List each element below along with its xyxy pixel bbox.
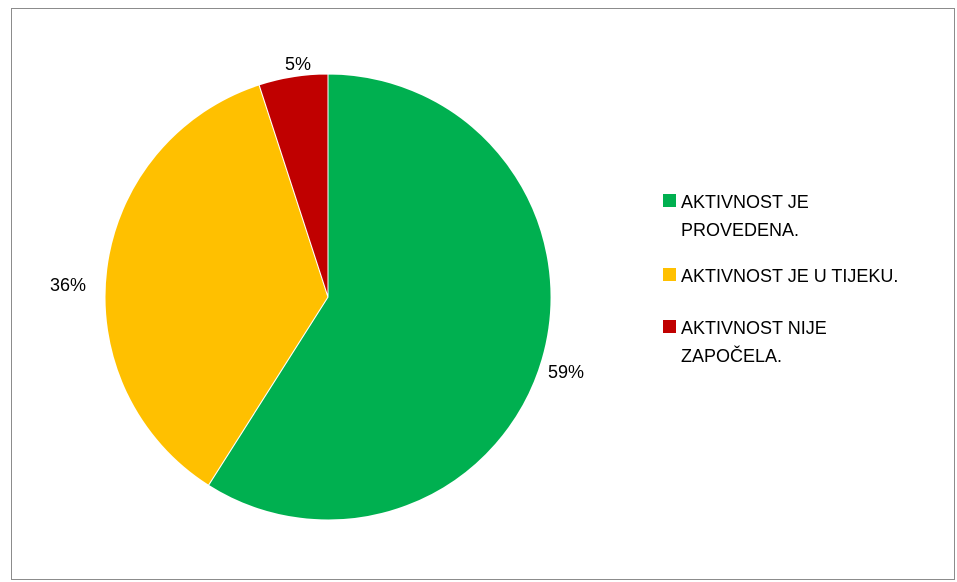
data-label-1: 36% xyxy=(50,275,86,295)
legend-label-nije-zapocela: AKTIVNOST NIJE ZAPOČELA. xyxy=(681,318,827,366)
legend-item-provedena: AKTIVNOST JE PROVEDENA. xyxy=(663,188,953,244)
legend-swatch-provedena xyxy=(663,194,676,207)
data-label-2: 5% xyxy=(285,54,311,74)
pie-slice-1 xyxy=(104,84,329,486)
legend-item-u-tijeku: AKTIVNOST JE U TIJEKU. xyxy=(663,262,953,290)
data-label-0: 59% xyxy=(548,362,584,382)
pie-slice-0 xyxy=(207,73,552,521)
pie-slice-2 xyxy=(258,73,329,298)
legend-label-u-tijeku: AKTIVNOST JE U TIJEKU. xyxy=(681,266,899,286)
legend-item-nije-zapocela: AKTIVNOST NIJE ZAPOČELA. xyxy=(663,314,953,370)
legend-swatch-u-tijeku xyxy=(663,268,676,281)
legend-swatch-nije-zapocela xyxy=(663,320,676,333)
legend: AKTIVNOST JE PROVEDENA. AKTIVNOST JE U T… xyxy=(663,188,953,388)
legend-label-provedena: AKTIVNOST JE PROVEDENA. xyxy=(681,192,809,240)
